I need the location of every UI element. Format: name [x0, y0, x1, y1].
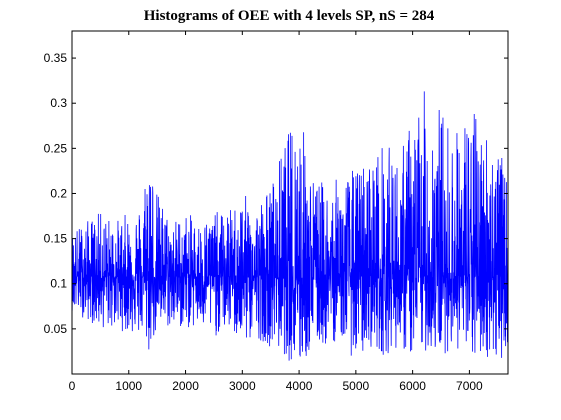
y-tick-label: 0.35: [44, 51, 68, 65]
x-tick-label: 5000: [343, 379, 370, 393]
x-tick-label: 6000: [399, 379, 426, 393]
oee-series-line: [72, 91, 508, 361]
y-tick-label: 0.25: [44, 141, 68, 155]
x-tick-label: 2000: [172, 379, 199, 393]
y-tick-label: 0.2: [50, 186, 67, 200]
x-tick-label: 1000: [115, 379, 142, 393]
y-tick-label: 0.1: [50, 277, 67, 291]
chart-title: Histograms of OEE with 4 levels SP, nS =…: [144, 8, 435, 24]
y-tick-label: 0.15: [44, 232, 68, 246]
plot-area-frame: [71, 30, 509, 375]
y-axis: 0.05 0.1 0.15 0.2 0.25 0.3 0.35: [44, 51, 508, 336]
y-tick-label: 0.3: [50, 96, 67, 110]
x-axis: 0 1000 2000 3000 4000 5000 6000 7000: [69, 31, 483, 393]
y-tick-label: 0.05: [44, 322, 68, 336]
x-tick-label: 7000: [456, 379, 483, 393]
x-tick-label: 3000: [229, 379, 256, 393]
x-tick-label: 4000: [286, 379, 313, 393]
x-tick-label: 0: [69, 379, 76, 393]
